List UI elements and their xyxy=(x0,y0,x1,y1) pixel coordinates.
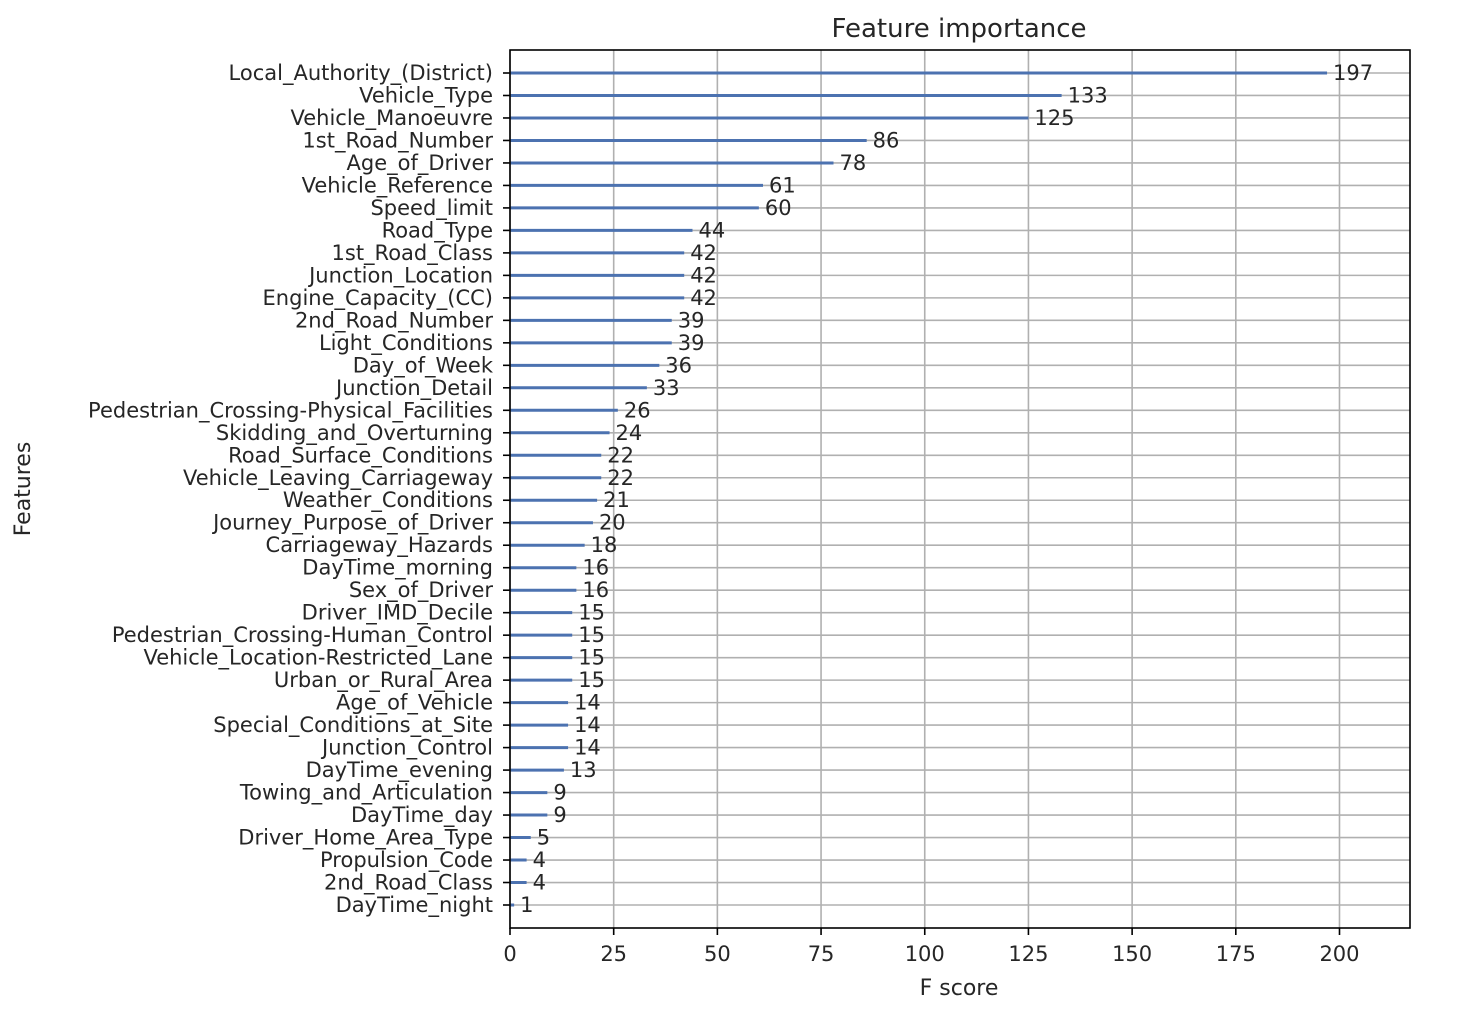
data-label: 33 xyxy=(653,376,680,400)
data-label: 15 xyxy=(578,668,605,692)
data-label: 15 xyxy=(578,646,605,670)
x-tick-label: 75 xyxy=(808,942,835,966)
plot-area-frame xyxy=(509,49,1411,929)
data-label: 86 xyxy=(873,128,900,152)
data-label: 1 xyxy=(520,893,533,917)
y-tick-label: Vehicle_Type xyxy=(359,83,493,108)
y-tick-label: Speed_limit xyxy=(370,196,493,221)
data-label: 44 xyxy=(698,218,725,242)
y-tick-label: Towing_and_Articulation xyxy=(239,781,493,806)
x-tick-label: 150 xyxy=(1112,942,1152,966)
x-tick-label: 175 xyxy=(1216,942,1256,966)
data-label: 22 xyxy=(607,443,634,467)
y-tick-label: Pedestrian_Crossing-Human_Control xyxy=(112,623,493,648)
y-tick-label: Junction_Detail xyxy=(334,376,493,401)
data-label: 24 xyxy=(616,421,643,445)
y-tick-label: 1st_Road_Class xyxy=(332,241,493,266)
y-tick-label: 1st_Road_Number xyxy=(302,128,493,153)
data-label: 4 xyxy=(533,848,546,872)
y-tick-label: Skidding_and_Overturning xyxy=(216,421,493,446)
x-tick-label: 200 xyxy=(1319,942,1359,966)
data-label: 60 xyxy=(765,196,792,220)
y-tick-label: Propulsion_Code xyxy=(320,848,493,873)
data-label: 42 xyxy=(690,263,717,287)
y-tick-label: Age_of_Driver xyxy=(347,151,494,176)
data-label: 13 xyxy=(570,758,597,782)
y-tick-label: Light_Conditions xyxy=(319,331,493,356)
data-label: 125 xyxy=(1034,106,1074,130)
data-label: 39 xyxy=(678,308,705,332)
y-tick-label: DayTime_day xyxy=(351,803,493,828)
y-tick-label: Driver_Home_Area_Type xyxy=(238,826,493,851)
data-label: 36 xyxy=(665,353,692,377)
x-axis-label: F score xyxy=(920,976,999,1001)
data-label: 16 xyxy=(582,556,609,580)
y-axis-label: Features xyxy=(11,442,36,537)
data-label: 133 xyxy=(1068,83,1108,107)
data-label: 5 xyxy=(537,826,550,850)
data-label: 20 xyxy=(599,511,626,535)
data-label: 14 xyxy=(574,713,601,737)
y-axis: Local_Authority_(District)Vehicle_TypeVe… xyxy=(88,61,510,918)
data-label: 39 xyxy=(678,331,705,355)
x-tick-label: 25 xyxy=(600,942,627,966)
bars-layer xyxy=(510,71,1328,907)
y-tick-label: 2nd_Road_Class xyxy=(324,871,493,896)
y-tick-label: Special_Conditions_at_Site xyxy=(213,713,493,738)
x-tick-label: 0 xyxy=(503,942,516,966)
data-label: 61 xyxy=(769,173,796,197)
data-label: 9 xyxy=(553,803,566,827)
data-label: 197 xyxy=(1333,61,1373,85)
y-tick-label: Journey_Purpose_of_Driver xyxy=(211,511,493,536)
data-label: 14 xyxy=(574,691,601,715)
data-label: 16 xyxy=(582,578,609,602)
y-tick-label: Engine_Capacity_(CC) xyxy=(263,286,493,311)
y-tick-label: Driver_IMD_Decile xyxy=(302,601,493,626)
data-label: 21 xyxy=(603,488,630,512)
data-label: 18 xyxy=(591,533,618,557)
data-label: 42 xyxy=(690,286,717,310)
x-tick-label: 100 xyxy=(905,942,945,966)
y-tick-label: Vehicle_Location-Restricted_Lane xyxy=(143,646,493,671)
y-tick-label: DayTime_night xyxy=(336,893,493,918)
y-tick-label: Pedestrian_Crossing-Physical_Facilities xyxy=(88,398,493,423)
x-axis: 0 25 50 75 100 125 150 175 200 xyxy=(503,928,1360,966)
data-label: 22 xyxy=(607,466,634,490)
y-tick-label: Vehicle_Leaving_Carriageway xyxy=(183,466,493,491)
data-label: 42 xyxy=(690,241,717,265)
y-tick-label: DayTime_morning xyxy=(302,556,493,581)
data-label: 78 xyxy=(840,151,867,175)
y-tick-label: Vehicle_Manoeuvre xyxy=(291,106,494,131)
y-tick-label: DayTime_evening xyxy=(306,758,493,783)
y-tick-label: Junction_Location xyxy=(307,263,493,288)
chart-title: Feature importance xyxy=(831,14,1086,44)
y-tick-label: Vehicle_Reference xyxy=(302,173,493,198)
data-label: 26 xyxy=(624,398,651,422)
y-tick-label: Day_of_Week xyxy=(353,353,494,378)
value-labels: 1971331258678616044424242393936332624222… xyxy=(520,61,1373,917)
y-tick-label: Sex_of_Driver xyxy=(349,578,494,603)
y-tick-label: Carriageway_Hazards xyxy=(266,533,493,558)
data-label: 14 xyxy=(574,736,601,760)
y-tick-label: Road_Type xyxy=(382,218,493,243)
y-tick-label: Age_of_Vehicle xyxy=(336,691,493,716)
data-label: 15 xyxy=(578,623,605,647)
y-tick-label: Road_Surface_Conditions xyxy=(228,443,493,468)
data-label: 15 xyxy=(578,601,605,625)
y-tick-label: Urban_or_Rural_Area xyxy=(274,668,493,693)
x-tick-label: 50 xyxy=(704,942,731,966)
y-tick-label: Junction_Control xyxy=(320,736,493,761)
data-label: 4 xyxy=(533,871,546,895)
y-tick-label: Weather_Conditions xyxy=(283,488,493,513)
grid-layer xyxy=(509,50,1410,928)
y-tick-label: 2nd_Road_Number xyxy=(295,308,493,333)
data-label: 9 xyxy=(553,781,566,805)
x-tick-label: 125 xyxy=(1008,942,1048,966)
y-tick-label: Local_Authority_(District) xyxy=(229,61,493,86)
